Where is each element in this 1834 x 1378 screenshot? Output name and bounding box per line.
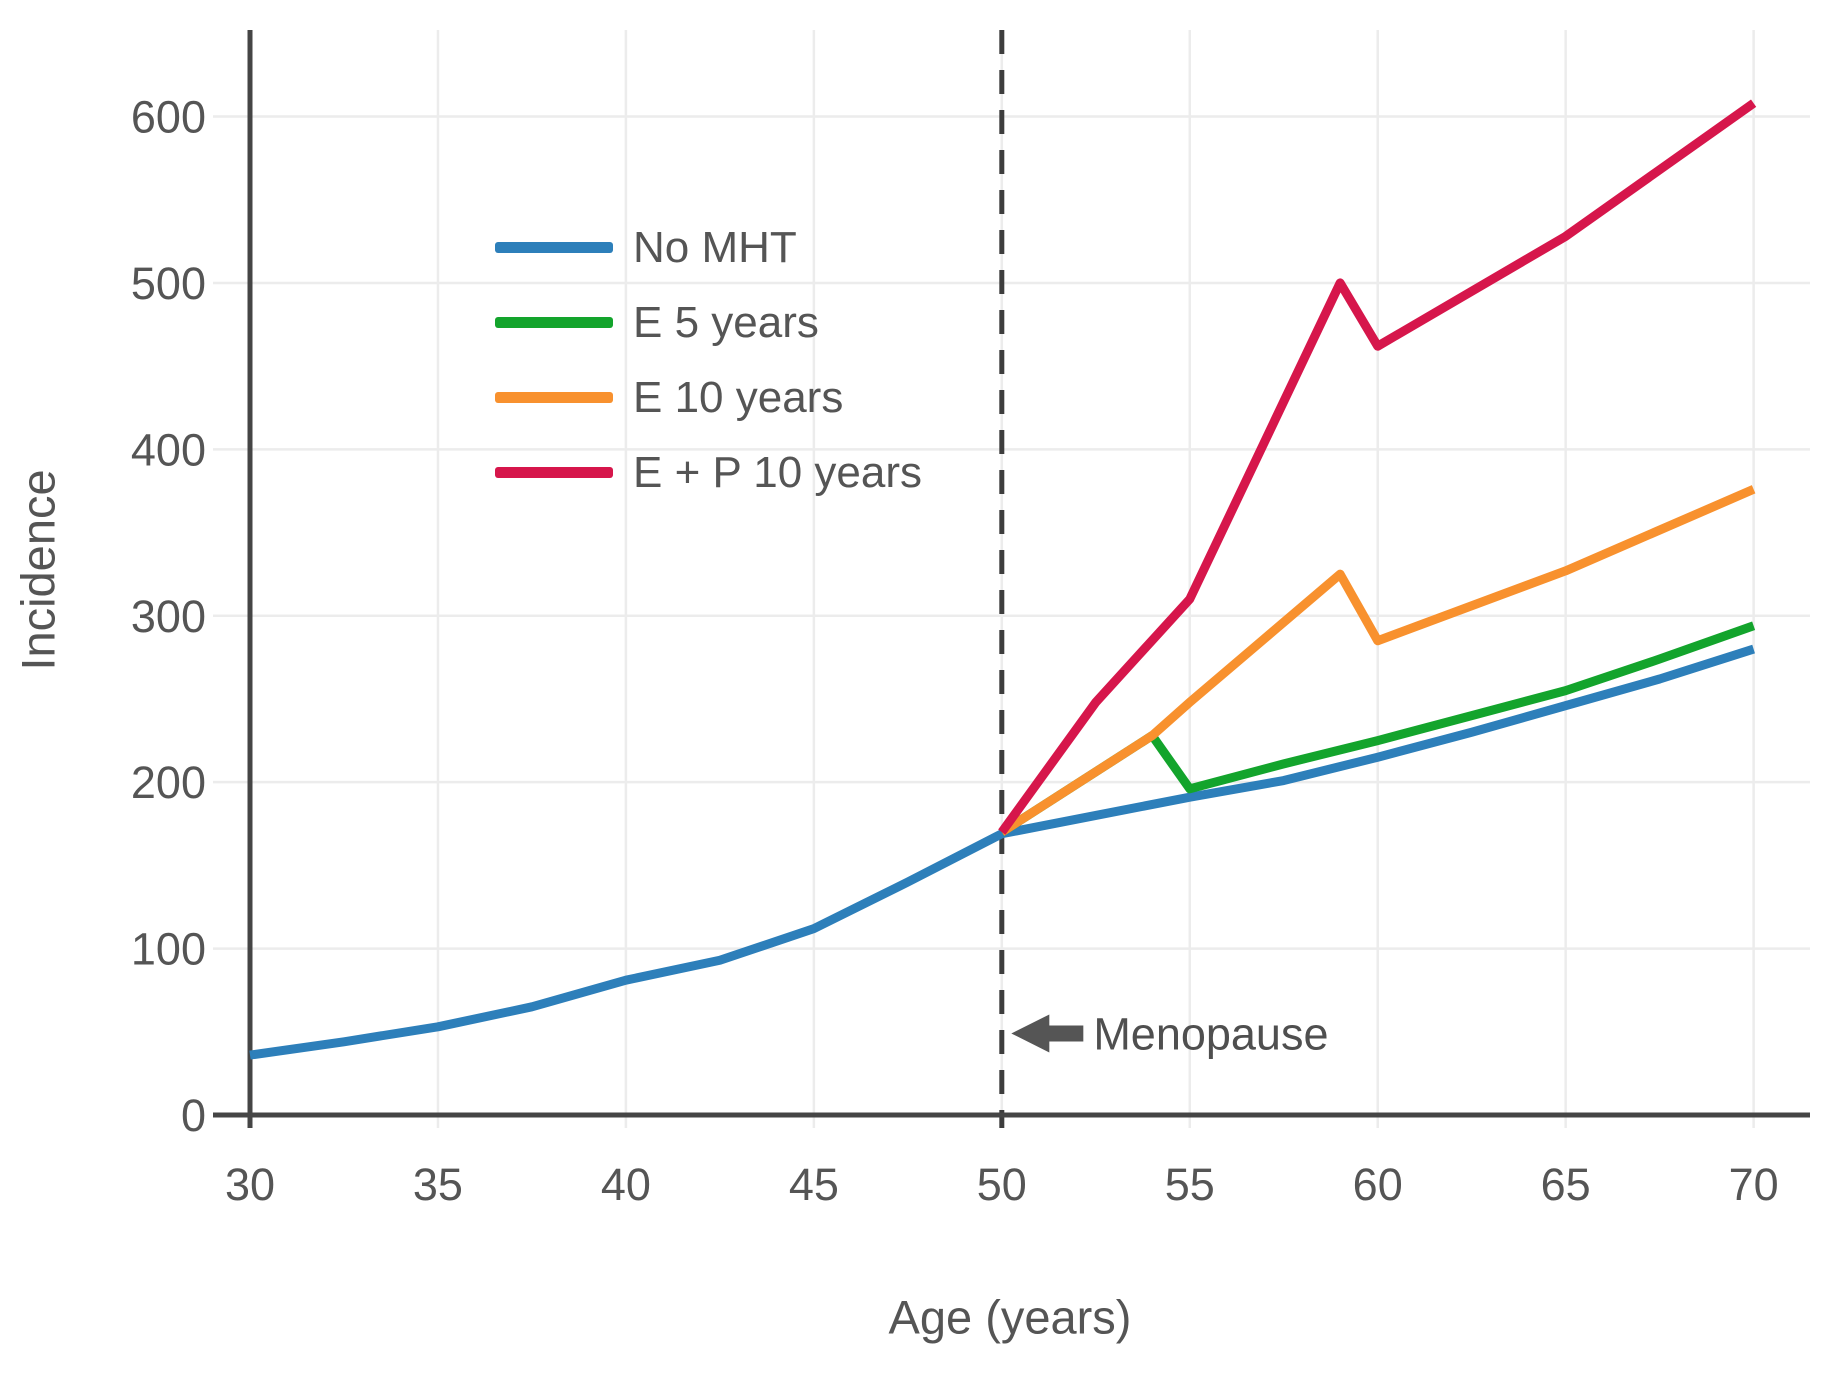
menopause-label: Menopause xyxy=(1093,1008,1328,1059)
series-line-2 xyxy=(999,485,1756,836)
series-line-3 xyxy=(998,99,1757,835)
legend-swatch-icon xyxy=(495,392,613,403)
menopause-arrow-icon xyxy=(1011,1014,1084,1053)
x-tick-label: 30 xyxy=(225,1159,275,1210)
legend-item-3: E + P 10 years xyxy=(495,435,922,510)
y-tick-label: 100 xyxy=(131,924,206,975)
legend-label: E 5 years xyxy=(633,297,819,347)
legend-item-2: E 10 years xyxy=(495,360,922,435)
y-tick-label: 200 xyxy=(131,757,206,808)
legend-label: No MHT xyxy=(633,222,797,272)
legend-swatch-icon xyxy=(495,317,613,328)
legend: No MHT E 5 years E 10 years E + P 10 years xyxy=(495,210,922,510)
x-tick-label: 60 xyxy=(1353,1159,1403,1210)
series-line-0 xyxy=(249,644,1755,1060)
x-tick-label: 40 xyxy=(601,1159,651,1210)
series-line-1 xyxy=(999,621,1756,836)
legend-label: E + P 10 years xyxy=(633,447,923,497)
x-tick-label: 65 xyxy=(1541,1159,1591,1210)
x-axis-title: Age (years) xyxy=(888,1290,1132,1344)
legend-swatch-icon xyxy=(495,467,613,478)
x-tick-label: 50 xyxy=(977,1159,1027,1210)
y-tick-label: 300 xyxy=(131,591,206,642)
legend-swatch-icon xyxy=(495,242,613,253)
x-tick-label: 45 xyxy=(789,1159,839,1210)
x-tick-label: 55 xyxy=(1165,1159,1215,1210)
y-tick-label: 400 xyxy=(131,424,206,475)
y-tick-label: 600 xyxy=(131,92,206,143)
x-tick-label: 70 xyxy=(1729,1159,1779,1210)
y-tick-label: 500 xyxy=(131,258,206,309)
y-axis-title: Incidence xyxy=(11,469,65,671)
legend-item-1: E 5 years xyxy=(495,285,922,360)
legend-item-0: No MHT xyxy=(495,210,922,285)
y-tick-label: 0 xyxy=(181,1090,206,1141)
x-tick-label: 35 xyxy=(413,1159,463,1210)
legend-label: E 10 years xyxy=(633,372,844,422)
